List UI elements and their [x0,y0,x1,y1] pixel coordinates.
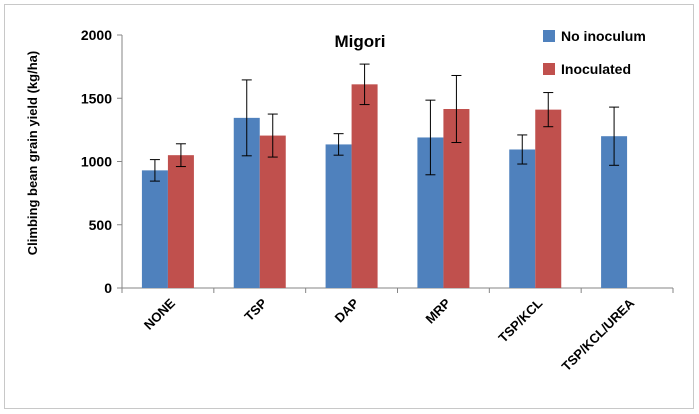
x-tick-label: TSP/KCL/UREA [559,295,638,374]
y-tick-label: 500 [89,217,113,233]
x-tick-label: DAP [332,295,362,325]
legend-label: No inoculum [561,28,646,44]
y-tick-label: 1000 [81,154,112,170]
x-tick-label: MRP [423,295,454,326]
x-tick-label: TSP/KCL [495,295,545,345]
bar [167,155,194,288]
legend-swatch [543,63,555,75]
bar-chart: Migori Climbing bean grain yield (kg/ha)… [25,27,674,374]
chart-title: Migori [335,32,386,51]
y-tick-label: 0 [104,280,112,296]
y-tick-label: 2000 [81,27,112,43]
legend-swatch [543,30,555,42]
bar [259,135,286,288]
x-tick-label: TSP [241,295,270,324]
y-axis-title: Climbing bean grain yield (kg/ha) [25,51,40,255]
legend-label: Inoculated [561,61,631,77]
x-tick-label: NONE [141,295,178,332]
bar [535,109,562,288]
plot-area: 0 500 1000 1500 2000 NONE TSP DAP MRP TSP/KCL TSP/… [81,27,674,374]
bar [351,84,378,289]
chart-frame: Migori Climbing bean grain yield (kg/ha)… [4,4,694,409]
bar [141,170,168,288]
bar [325,144,352,288]
y-tick-label: 1500 [81,90,112,106]
legend: No inoculum Inoculated [543,28,646,77]
bar [509,149,536,288]
